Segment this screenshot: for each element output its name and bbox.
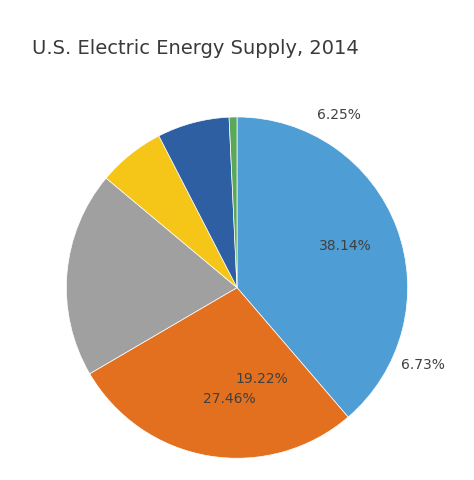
Wedge shape [237, 118, 408, 417]
Text: 38.14%: 38.14% [319, 239, 372, 253]
Wedge shape [159, 118, 237, 288]
Text: 6.73%: 6.73% [401, 358, 445, 372]
Wedge shape [66, 179, 237, 374]
Wedge shape [229, 118, 237, 288]
Text: U.S. Electric Energy Supply, 2014: U.S. Electric Energy Supply, 2014 [32, 39, 359, 59]
Text: 19.22%: 19.22% [235, 372, 288, 385]
Wedge shape [106, 137, 237, 288]
Text: 27.46%: 27.46% [203, 392, 256, 406]
Text: 6.25%: 6.25% [317, 108, 361, 122]
Wedge shape [90, 288, 348, 458]
